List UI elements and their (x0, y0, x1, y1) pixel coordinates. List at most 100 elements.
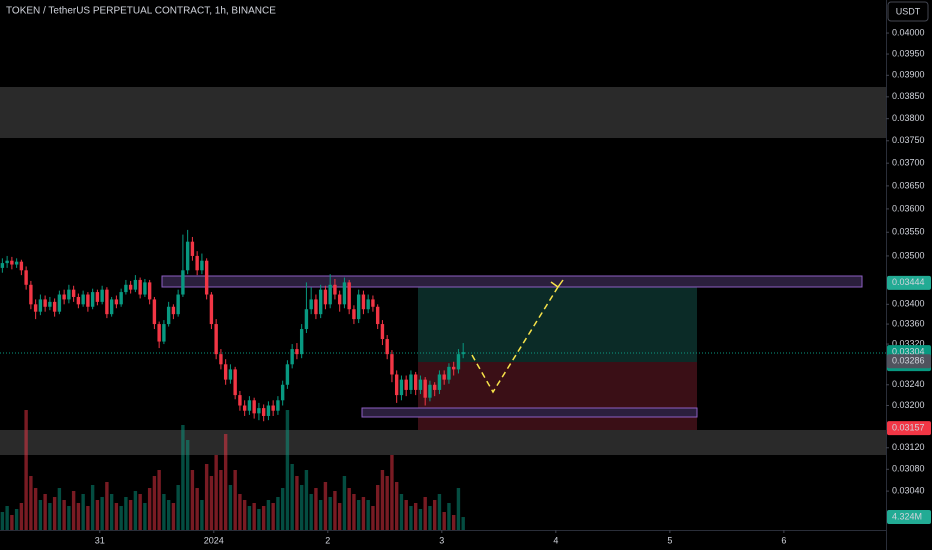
candle-body (62, 294, 66, 300)
volume-bar (190, 470, 195, 530)
candle-body (24, 270, 28, 285)
volume-bar (38, 500, 43, 530)
candle-body (456, 354, 461, 370)
volume-bar (157, 470, 161, 530)
candle-body (361, 294, 366, 310)
volume-bar (337, 503, 342, 530)
volume-bar (5, 506, 9, 530)
y-tick-label: 0.03750 (892, 135, 925, 145)
candle-body (399, 379, 404, 396)
y-tick-label: 0.03900 (892, 70, 925, 80)
volume-bar (409, 506, 413, 530)
currency-button-label[interactable]: USDT (896, 6, 921, 16)
projection-arrow (550, 279, 564, 289)
candle-body (247, 400, 252, 411)
candle-body (157, 324, 161, 342)
volume-bar (138, 494, 142, 530)
volume-bar (437, 494, 442, 530)
candle-body (318, 289, 323, 315)
candle-body (81, 294, 85, 305)
candle-body (432, 384, 437, 390)
projection-path (471, 286, 559, 394)
price-badge (887, 421, 931, 436)
candle-body (276, 400, 280, 411)
candle-body (242, 405, 247, 411)
profit-zone (418, 285, 697, 362)
candle-body (71, 289, 76, 297)
candle-body (52, 301, 57, 312)
volume-bar (209, 476, 214, 530)
candle-body (233, 369, 237, 396)
candle-body (29, 284, 33, 305)
volume-bar (90, 485, 95, 530)
candle-body (109, 299, 114, 315)
candle-body (181, 270, 185, 295)
candle-body (5, 260, 9, 264)
volume-bar (119, 506, 123, 530)
candle-body (238, 395, 242, 406)
candle-body (223, 364, 228, 380)
volume-bar (442, 512, 446, 530)
candle-body (442, 374, 446, 380)
y-tick-label: 0.03040 (892, 485, 925, 495)
candle-body (105, 289, 109, 315)
volume-bar (328, 497, 332, 530)
volume-bar (62, 500, 66, 530)
volume-bar (390, 455, 394, 530)
x-tick-label: 31 (95, 535, 105, 545)
candle-body (67, 289, 71, 300)
candle-body (342, 282, 347, 305)
volume-bar (318, 500, 323, 530)
candle-body (0, 263, 5, 268)
candle-body (86, 294, 90, 307)
volume-bar (261, 506, 266, 530)
candle-body (48, 301, 52, 307)
candle-body (152, 299, 157, 325)
volume-badge-label: 4.324M (892, 511, 922, 521)
candle-body (337, 294, 342, 305)
x-tick-label: 2024 (204, 535, 224, 545)
y-tick-label: 0.03950 (892, 48, 925, 58)
volume-bar (166, 500, 171, 530)
volume-bar (67, 506, 71, 530)
volume-bar (185, 440, 190, 530)
candle-body (375, 306, 380, 325)
candle-body (413, 374, 418, 390)
candle-body (57, 294, 62, 312)
candle-body (428, 384, 432, 398)
candle-body (295, 349, 299, 355)
volume-bar (252, 503, 256, 530)
candle-body (461, 352, 465, 355)
y-tick-label: 0.03800 (892, 113, 925, 123)
candle-body (147, 282, 152, 300)
candle-body (33, 304, 38, 312)
price-badge-label: 0.03444 (892, 277, 925, 287)
volume-bar (428, 506, 432, 530)
volume-bar (375, 485, 380, 530)
volume-bar (447, 503, 451, 530)
y-tick-label: 0.03600 (892, 203, 925, 213)
candle-body (119, 292, 123, 305)
volume-bar (86, 506, 90, 530)
volume-bar (162, 494, 166, 530)
candle-body (252, 400, 256, 414)
volume-bar (323, 482, 328, 530)
y-tick-label: 0.03500 (892, 250, 925, 260)
candle-body (128, 284, 133, 290)
volume-bar (352, 494, 356, 530)
volume-bar (247, 506, 252, 530)
candle-body (371, 299, 375, 307)
candle-body (328, 284, 332, 305)
candle-body (304, 309, 309, 330)
currency-button[interactable] (887, 1, 929, 22)
volume-bar (280, 488, 285, 530)
candle-body (133, 279, 138, 290)
candle-body (90, 292, 95, 307)
volume-bar (314, 488, 318, 530)
volume-bar (432, 500, 437, 530)
y-tick-label: 0.03200 (892, 400, 925, 410)
x-tick-label: 5 (667, 535, 672, 545)
volume-bar (290, 464, 294, 530)
y-tick-label: 0.04000 (892, 27, 925, 37)
support-box (361, 407, 698, 418)
